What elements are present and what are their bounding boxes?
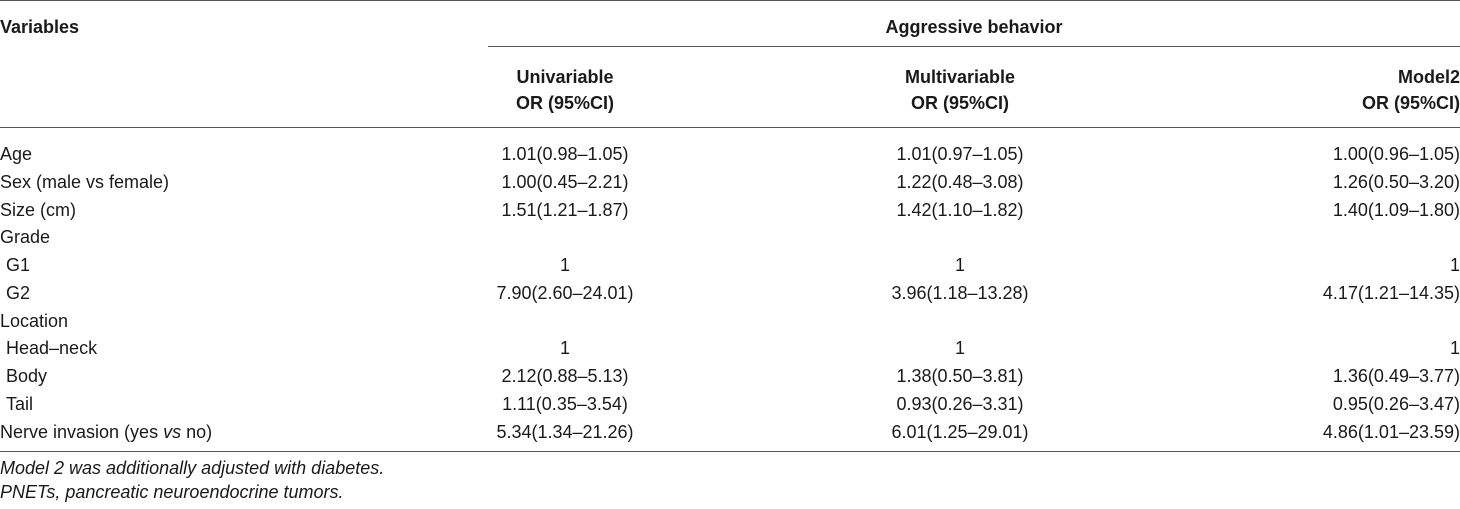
row-sex-multivariable: 1.22(0.48–3.08) [896, 172, 1024, 192]
row-nerve-invasion-model2: 4.86(1.01–23.59) [1322, 422, 1460, 442]
row-head-neck-model2: 1 [1449, 338, 1460, 358]
row-label-head-neck: Head–neck [6, 338, 98, 358]
row-label-g1: G1 [6, 255, 31, 275]
variables-header: Variables [0, 17, 80, 37]
row-label-grade: Grade [0, 227, 51, 247]
table-bottom-rule [0, 451, 1460, 452]
footnote-pnets: PNETs, pancreatic neuroendocrine tumors. [0, 482, 344, 502]
row-body-univariable: 2.12(0.88–5.13) [501, 366, 629, 386]
row-label-age: Age [0, 144, 33, 164]
row-tail-model2: 0.95(0.26–3.47) [1332, 394, 1460, 414]
row-age-multivariable: 1.01(0.97–1.05) [896, 144, 1024, 164]
row-g2-model2: 4.17(1.21–14.35) [1322, 283, 1460, 303]
row-label-body: Body [6, 366, 48, 386]
row-body-multivariable: 1.38(0.50–3.81) [896, 366, 1024, 386]
nerve-invasion-label-pre: Nerve invasion (yes [0, 422, 164, 442]
multivariable-header-line1: Multivariable [904, 67, 1016, 87]
row-size-model2: 1.40(1.09–1.80) [1332, 200, 1460, 220]
row-sex-model2: 1.26(0.50–3.20) [1332, 172, 1460, 192]
row-label-size: Size (cm) [0, 200, 76, 220]
row-tail-multivariable: 0.93(0.26–3.31) [896, 394, 1024, 414]
univariable-header-line2: OR (95%CI) [515, 93, 614, 113]
row-body-model2: 1.36(0.49–3.77) [1332, 366, 1460, 386]
row-nerve-invasion-multivariable: 6.01(1.25–29.01) [891, 422, 1029, 442]
row-sex-univariable: 1.00(0.45–2.21) [501, 172, 629, 192]
row-label-tail: Tail [6, 394, 34, 414]
model2-header-line1: Model2 [1397, 67, 1460, 87]
row-size-multivariable: 1.42(1.10–1.82) [896, 200, 1024, 220]
row-head-neck-multivariable: 1 [954, 338, 965, 358]
row-nerve-invasion-univariable: 5.34(1.34–21.26) [496, 422, 634, 442]
multivariable-header: Multivariable OR (95%CI) [775, 66, 1145, 114]
row-g2-univariable: 7.90(2.60–24.01) [496, 283, 634, 303]
row-g2-multivariable: 3.96(1.18–13.28) [891, 283, 1029, 303]
row-g1-univariable: 1 [559, 255, 570, 275]
row-size-univariable: 1.51(1.21–1.87) [501, 200, 629, 220]
row-age-model2: 1.00(0.96–1.05) [1332, 144, 1460, 164]
model2-header: Model2 OR (95%CI) [1170, 66, 1460, 114]
group-header-rule [488, 46, 1460, 47]
nerve-invasion-label-post: no) [181, 422, 213, 442]
row-label-nerve-invasion: Nerve invasion (yes vs no) [0, 418, 212, 446]
aggressive-behavior-header: Aggressive behavior [885, 17, 1063, 37]
footnote-model2: Model 2 was additionally adjusted with d… [0, 458, 385, 478]
univariable-header-line1: Univariable [516, 67, 614, 87]
header-bottom-rule [0, 127, 1460, 128]
row-age-univariable: 1.01(0.98–1.05) [501, 144, 629, 164]
row-label-g2: G2 [6, 283, 31, 303]
nerve-invasion-label-vs: vs [163, 422, 182, 442]
row-label-sex: Sex (male vs female) [0, 172, 170, 192]
multivariable-header-line2: OR (95%CI) [910, 93, 1009, 113]
row-g1-multivariable: 1 [954, 255, 965, 275]
table-top-rule [0, 0, 1460, 1]
row-tail-univariable: 1.11(0.35–3.54) [502, 394, 628, 414]
row-head-neck-univariable: 1 [559, 338, 570, 358]
univariable-header: Univariable OR (95%CI) [380, 66, 750, 114]
model2-header-line2: OR (95%CI) [1361, 93, 1460, 113]
row-label-location: Location [0, 311, 69, 331]
row-g1-model2: 1 [1449, 255, 1460, 275]
